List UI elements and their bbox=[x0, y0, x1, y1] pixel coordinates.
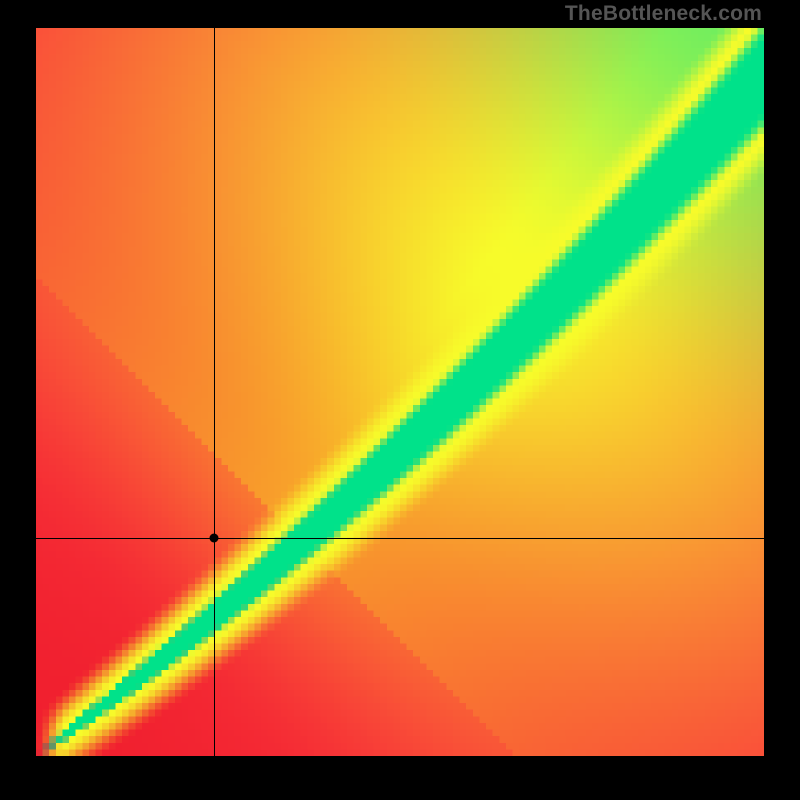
crosshair-horizontal bbox=[36, 538, 764, 539]
heatmap-canvas bbox=[36, 28, 764, 756]
bottleneck-heatmap bbox=[36, 28, 764, 756]
crosshair-vertical bbox=[214, 28, 215, 756]
watermark-text: TheBottleneck.com bbox=[565, 2, 762, 26]
crosshair-marker bbox=[210, 533, 219, 542]
